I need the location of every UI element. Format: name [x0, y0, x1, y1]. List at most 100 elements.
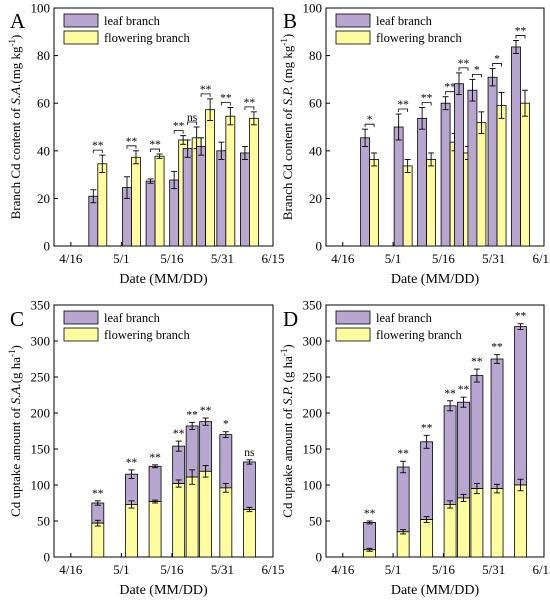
panel-letter: D — [283, 307, 298, 331]
bar-flowering-branch — [91, 522, 105, 558]
panel-letter: B — [283, 9, 297, 33]
y-label-sup: -1 — [7, 39, 17, 47]
y-label-end: ) — [8, 35, 23, 39]
bar-flowering-branch — [490, 488, 504, 558]
y-tick-label: 100 — [31, 1, 51, 16]
error-bar-total — [517, 323, 524, 330]
error-bar-leaf — [90, 189, 97, 204]
x-tick-label: 4/16 — [331, 562, 355, 577]
error-bar-flower — [207, 98, 214, 121]
plot-frame — [325, 304, 545, 558]
legend-swatch-leaf — [63, 13, 99, 28]
bar-leaf-branch — [199, 421, 213, 472]
error-bar-flower — [400, 529, 407, 535]
error-bar-total — [460, 396, 467, 408]
y-axis-label: Branch Cd content of S.A.(mg kg-1) — [7, 35, 23, 220]
y-label-species: S.A. — [8, 84, 23, 105]
y-label-species: S.A. — [8, 383, 23, 404]
x-tick-label: 5/31 — [211, 251, 234, 266]
error-bar-total — [128, 469, 135, 479]
bar-flowering-branch — [97, 163, 108, 247]
error-bar-leaf — [442, 96, 449, 111]
plot-frame — [53, 304, 274, 558]
error-bar-leaf — [184, 139, 191, 158]
x-tick-label: 5/1 — [385, 562, 402, 577]
significance-label: * — [367, 114, 373, 126]
error-bar-flower — [522, 89, 529, 117]
y-tick-label: 0 — [316, 550, 323, 565]
significance-label: ** — [515, 25, 527, 37]
error-bar-leaf — [241, 146, 248, 160]
bar-flowering-branch — [402, 165, 413, 247]
x-tick-label: 5/31 — [211, 562, 234, 577]
y-tick-label: 200 — [31, 406, 51, 421]
significance-bracket — [126, 145, 137, 149]
x-tick-label: 5/1 — [113, 562, 130, 577]
y-tick-label: 350 — [303, 298, 323, 313]
bar-leaf-branch — [185, 425, 199, 478]
error-bar-total — [423, 434, 430, 449]
error-bar-flower — [99, 154, 106, 173]
y-label-unit: (g ha — [280, 356, 295, 386]
legend-swatch-leaf — [63, 310, 99, 325]
bar-leaf-branch — [420, 441, 434, 520]
legend-swatch-flower — [63, 327, 99, 342]
error-bar-total — [222, 431, 229, 438]
significance-label: ** — [186, 409, 198, 421]
error-bar-leaf — [513, 40, 520, 54]
x-tick-label: 4/16 — [59, 562, 83, 577]
x-tick-label: 6/15 — [532, 562, 550, 577]
chart-panel-C: C 0 50 100 150 200 250 300 350 4/16 5/1 5/16 5/31 6/1… — [7, 298, 285, 599]
significance-label: ** — [515, 311, 527, 323]
y-tick-label: 0 — [44, 550, 51, 565]
error-bar-total — [189, 421, 196, 431]
bar-leaf-branch — [417, 117, 428, 247]
x-tick-label: 6/15 — [532, 251, 550, 266]
y-axis-label: Cd uptake amount of S.A.(g ha-1) — [7, 345, 23, 517]
significance-bracket — [220, 102, 231, 106]
error-bar-flower — [180, 135, 187, 145]
significance-bracket — [492, 63, 502, 67]
x-tick-label: 5/16 — [160, 562, 184, 577]
y-tick-label: 0 — [44, 239, 51, 254]
y-axis-label: Branch Cd content of S.P. (mg kg-1) — [279, 34, 295, 220]
error-bar-flower — [156, 153, 163, 159]
legend: leaf branch flowering branch — [335, 13, 462, 45]
significance-bracket — [244, 106, 255, 110]
error-bar-flower — [94, 519, 101, 527]
y-label-unit: (mg kg — [280, 45, 295, 86]
significance-bracket — [458, 67, 469, 71]
error-bar-total — [202, 417, 209, 426]
significance-label: ** — [444, 82, 456, 94]
bar-leaf-branch — [219, 434, 233, 489]
bar-leaf-branch — [363, 522, 377, 551]
error-bar-flower — [189, 469, 196, 485]
significance-label: ** — [244, 97, 256, 109]
error-bar-flower — [222, 483, 229, 493]
bar-flowering-branch — [369, 159, 380, 247]
chart-panel-B: B 0 20 40 60 80 100 4/16 5/1 5/16 5/31 6/15 Date (MM… — [279, 1, 550, 288]
error-bar-total — [175, 440, 182, 452]
error-bar-total — [447, 400, 454, 412]
error-bar-leaf — [362, 128, 369, 147]
significance-label: ** — [92, 140, 104, 152]
significance-label: ** — [364, 508, 376, 520]
legend: leaf branch flowering branch — [335, 310, 462, 342]
y-tick-label: 50 — [309, 514, 322, 529]
x-tick-label: 6/15 — [261, 251, 284, 266]
error-bar-total — [152, 464, 159, 469]
error-bar-leaf — [123, 176, 130, 199]
error-bar-flower — [366, 547, 373, 552]
bar-leaf-branch — [457, 401, 470, 499]
legend-label-leaf: leaf branch — [104, 14, 161, 28]
significance-label: ** — [458, 384, 470, 396]
bar-flowering-branch — [131, 156, 141, 247]
bar-leaf-branch — [145, 180, 156, 247]
bar-flowering-branch — [199, 470, 213, 558]
significance-label: ** — [126, 457, 138, 469]
significance-bracket — [472, 74, 482, 78]
bar-flowering-branch — [243, 509, 256, 558]
panel-letter: A — [10, 9, 26, 33]
error-bar-leaf — [218, 141, 225, 160]
bar-flowering-branch — [520, 102, 530, 247]
